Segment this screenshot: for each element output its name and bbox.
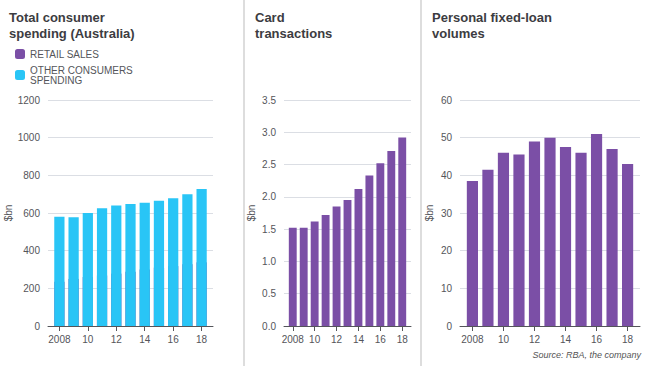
svg-text:20: 20: [441, 245, 453, 256]
svg-text:14: 14: [560, 334, 572, 345]
svg-text:3.0: 3.0: [262, 127, 276, 138]
svg-text:$bn: $bn: [246, 205, 257, 222]
svg-text:14: 14: [139, 334, 151, 345]
svg-text:12: 12: [111, 334, 123, 345]
svg-text:1.0: 1.0: [262, 256, 276, 267]
svg-text:0.5: 0.5: [262, 288, 276, 299]
svg-text:400: 400: [23, 245, 40, 256]
svg-text:0: 0: [34, 321, 40, 332]
svg-text:30: 30: [441, 208, 453, 219]
svg-text:10: 10: [309, 334, 321, 345]
svg-text:16: 16: [591, 334, 603, 345]
svg-text:40: 40: [441, 170, 453, 181]
svg-text:transactions: transactions: [255, 26, 332, 41]
svg-text:10: 10: [441, 283, 453, 294]
svg-text:OTHER CONSUMERS: OTHER CONSUMERS: [30, 64, 133, 76]
svg-text:12: 12: [529, 334, 541, 345]
svg-text:$bn: $bn: [3, 205, 14, 222]
svg-text:3.5: 3.5: [262, 95, 276, 106]
svg-text:2.0: 2.0: [262, 191, 276, 202]
svg-text:200: 200: [23, 283, 40, 294]
svg-text:$bn: $bn: [424, 205, 435, 222]
svg-text:16: 16: [168, 334, 180, 345]
svg-text:50: 50: [441, 132, 453, 143]
svg-text:14: 14: [353, 334, 365, 345]
svg-text:SPENDING: SPENDING: [30, 75, 82, 86]
svg-text:18: 18: [622, 334, 634, 345]
svg-text:2008: 2008: [461, 334, 484, 345]
svg-text:1000: 1000: [18, 132, 41, 143]
svg-text:10: 10: [498, 334, 510, 345]
svg-text:RETAIL SALES: RETAIL SALES: [30, 49, 99, 60]
svg-text:2008: 2008: [48, 334, 71, 345]
svg-text:2008: 2008: [282, 334, 305, 345]
svg-text:10: 10: [82, 334, 94, 345]
svg-text:800: 800: [23, 170, 40, 181]
svg-text:16: 16: [375, 334, 387, 345]
svg-text:18: 18: [397, 334, 409, 345]
svg-text:0: 0: [446, 321, 452, 332]
svg-text:18: 18: [196, 334, 208, 345]
svg-text:Total consumer: Total consumer: [9, 10, 105, 25]
svg-text:600: 600: [23, 208, 40, 219]
svg-text:volumes: volumes: [432, 26, 485, 41]
svg-text:60: 60: [441, 95, 453, 106]
svg-text:Source: RBA, the company: Source: RBA, the company: [532, 350, 641, 360]
svg-text:12: 12: [331, 334, 343, 345]
svg-text:2.5: 2.5: [262, 159, 276, 170]
svg-text:spending (Australia): spending (Australia): [9, 26, 135, 41]
svg-text:1200: 1200: [18, 95, 41, 106]
svg-text:Card: Card: [255, 10, 285, 25]
svg-text:Personal fixed-loan: Personal fixed-loan: [432, 10, 552, 25]
svg-text:0.0: 0.0: [262, 321, 276, 332]
svg-text:1.5: 1.5: [262, 224, 276, 235]
